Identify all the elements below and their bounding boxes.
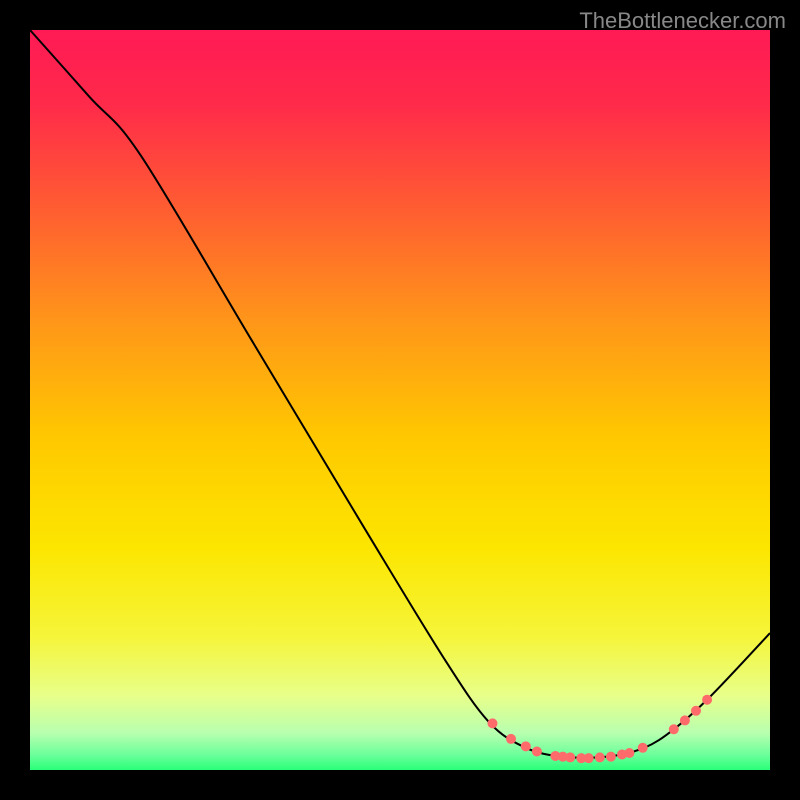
- marker-point: [488, 718, 498, 728]
- chart-svg: [0, 0, 800, 800]
- marker-point: [691, 706, 701, 716]
- marker-point: [584, 753, 594, 763]
- marker-point: [595, 752, 605, 762]
- marker-point: [606, 752, 616, 762]
- marker-point: [506, 734, 516, 744]
- plot-background: [30, 30, 770, 770]
- watermark-text: TheBottlenecker.com: [579, 8, 786, 34]
- marker-point: [565, 752, 575, 762]
- marker-point: [680, 715, 690, 725]
- marker-point: [624, 748, 634, 758]
- marker-point: [532, 747, 542, 757]
- marker-point: [702, 695, 712, 705]
- marker-point: [521, 741, 531, 751]
- marker-point: [669, 724, 679, 734]
- marker-point: [638, 743, 648, 753]
